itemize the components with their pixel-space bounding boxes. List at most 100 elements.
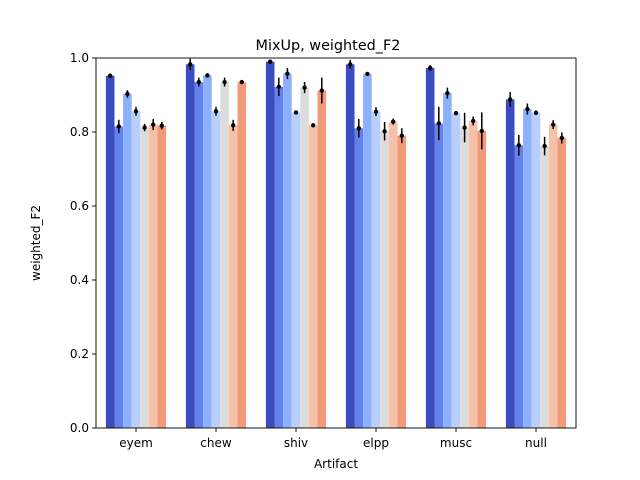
y-tick-label: 1.0 — [70, 51, 89, 65]
mean-point — [462, 125, 467, 130]
x-tick-label: chew — [200, 436, 232, 450]
mean-point — [542, 143, 547, 149]
mean-point — [213, 109, 219, 114]
x-tick-label: musc — [440, 436, 472, 450]
bar — [540, 146, 549, 428]
bar — [203, 75, 212, 428]
y-tick-label: 0.0 — [70, 421, 89, 435]
mean-point — [365, 71, 370, 77]
bar — [185, 64, 195, 428]
y-axis-label: weighted_F2 — [29, 205, 43, 281]
bar — [140, 127, 149, 428]
bar — [220, 82, 229, 429]
bar — [460, 127, 469, 428]
bar — [354, 128, 364, 429]
mean-point — [133, 109, 139, 114]
mean-point — [159, 123, 164, 128]
mean-point — [205, 73, 210, 78]
bar — [148, 124, 158, 428]
mean-point — [445, 90, 450, 96]
mean-point — [116, 124, 122, 129]
mean-point — [348, 62, 353, 67]
mean-point — [453, 110, 459, 116]
bar — [131, 111, 141, 428]
bar — [308, 125, 318, 428]
mean-point — [356, 126, 361, 131]
x-tick-label: null — [525, 436, 547, 450]
mean-point — [311, 123, 316, 128]
mean-point — [231, 123, 236, 128]
bar — [228, 125, 238, 428]
mean-point — [508, 97, 513, 102]
mean-point — [188, 62, 193, 67]
mean-point — [319, 88, 324, 93]
bar — [371, 111, 381, 429]
bar — [291, 112, 301, 428]
y-tick-label: 0.6 — [70, 199, 89, 213]
plot-frame — [95, 57, 577, 429]
y-tick-label: 0.8 — [70, 125, 89, 139]
mean-point — [196, 79, 201, 85]
mean-point — [268, 59, 273, 64]
mean-point — [108, 73, 113, 78]
mean-point — [559, 135, 564, 141]
mean-point — [276, 84, 281, 90]
x-tick-label: elpp — [363, 436, 389, 450]
bar — [557, 137, 567, 429]
mean-point — [436, 121, 441, 126]
bars-group — [105, 61, 567, 429]
mean-point — [533, 110, 539, 115]
mean-point — [293, 110, 299, 115]
x-tick-label: eyem — [119, 436, 153, 450]
mean-point — [373, 109, 379, 114]
bar — [443, 93, 452, 429]
x-axis-label: Artifact — [314, 457, 358, 471]
bar — [388, 121, 398, 428]
bar — [434, 123, 444, 429]
bar — [194, 82, 204, 429]
bar — [114, 126, 124, 428]
bar — [397, 135, 407, 428]
y-tick-label: 0.2 — [70, 347, 89, 361]
mean-point — [285, 71, 290, 76]
chart-title: MixUp, weighted_F2 — [256, 38, 401, 54]
bar — [468, 120, 478, 429]
mean-point — [239, 79, 244, 85]
mean-point — [399, 133, 404, 138]
bar — [265, 61, 275, 428]
error-bars-group — [108, 58, 564, 156]
mean-point — [151, 122, 156, 127]
bar — [317, 90, 327, 428]
bar — [300, 87, 309, 428]
mean-point — [516, 143, 521, 148]
bar — [157, 125, 167, 429]
bar — [237, 82, 247, 429]
x-tick-label: shiv — [284, 436, 308, 450]
mean-point — [525, 106, 530, 112]
y-axis: 0.0 0.2 0.4 0.6 0.8 1.0 — [70, 51, 96, 435]
bar — [211, 111, 221, 428]
mean-point — [471, 118, 476, 124]
bar — [477, 130, 487, 428]
x-axis: eyem chew shiv elpp musc null — [119, 428, 547, 450]
bar — [451, 113, 461, 428]
bar — [514, 145, 524, 428]
mean-point — [302, 85, 307, 90]
bar — [363, 73, 372, 428]
bar — [283, 73, 292, 428]
bar — [105, 75, 115, 428]
bar — [274, 86, 284, 429]
mean-point — [428, 65, 433, 71]
mean-point — [551, 122, 556, 127]
bar — [523, 109, 532, 428]
bar — [505, 99, 515, 428]
y-tick-label: 0.4 — [70, 273, 89, 287]
mean-point — [222, 79, 227, 85]
mean-point — [382, 129, 387, 134]
mean-point — [125, 91, 130, 97]
bar — [345, 64, 355, 428]
bar — [548, 124, 558, 428]
bar — [531, 112, 541, 428]
mean-point — [479, 128, 484, 134]
